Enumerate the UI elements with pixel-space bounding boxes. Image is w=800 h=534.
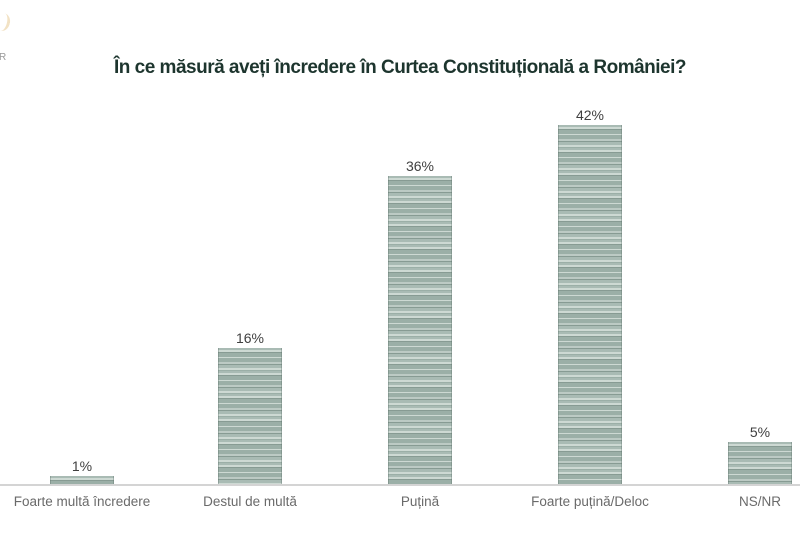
bar-column: 16% [165,331,335,485]
bar-column: 36% [335,159,505,485]
logo-fragment: R [0,0,20,70]
bar [388,175,452,485]
bar [218,347,282,485]
category-label: Foarte puțină/Deloc [531,494,649,509]
bar-column: 1% [0,459,167,485]
bar-column: 42% [505,108,675,485]
category-label: NS/NR [738,494,781,509]
bar-value-label: 16% [235,329,265,346]
category-label: Puțină [400,494,440,509]
x-axis-line [0,484,800,486]
bar [50,475,114,485]
bar-column: 5% [675,425,800,485]
logo-letter: R [0,52,7,63]
chart-title: În ce măsură aveți încredere în Curtea C… [113,57,687,78]
bar-value-label: 5% [749,423,771,440]
bar [558,124,622,485]
bar-value-label: 36% [405,157,435,174]
bar-value-label: 1% [71,457,93,474]
category-label: Destul de multă [203,494,297,509]
bar [728,441,792,485]
bar-value-label: 42% [575,106,605,123]
category-label: Foarte multă încredere [13,494,151,509]
